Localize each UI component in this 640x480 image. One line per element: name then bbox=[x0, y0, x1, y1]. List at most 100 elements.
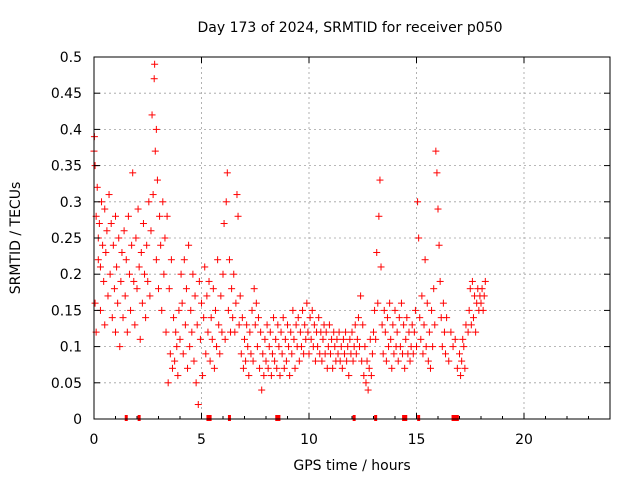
zero-marker bbox=[137, 415, 141, 421]
data-point bbox=[340, 350, 348, 358]
data-point bbox=[128, 241, 136, 249]
data-point bbox=[117, 277, 125, 285]
y-axis-ticks: 0 0.05 0.1 0.15 0.2 0.25 0.3 0.35 0.4 0.45 0.5 bbox=[51, 50, 610, 428]
data-point bbox=[136, 335, 144, 343]
data-point bbox=[158, 306, 166, 314]
data-point bbox=[468, 277, 476, 285]
data-point bbox=[394, 357, 402, 365]
x-axis-label: GPS time / hours bbox=[293, 458, 410, 474]
data-point bbox=[422, 343, 430, 351]
data-point bbox=[125, 270, 133, 278]
data-point bbox=[176, 335, 184, 343]
plot-frame bbox=[93, 56, 611, 420]
data-point bbox=[106, 270, 114, 278]
y-tick-label: 0.4 bbox=[60, 122, 82, 138]
data-point bbox=[400, 321, 408, 329]
data-point bbox=[199, 372, 207, 380]
data-point bbox=[192, 379, 200, 387]
data-point bbox=[421, 256, 429, 264]
data-point bbox=[113, 263, 121, 271]
data-point bbox=[297, 343, 305, 351]
data-point bbox=[112, 328, 119, 336]
data-point bbox=[172, 328, 180, 336]
data-point bbox=[181, 321, 189, 329]
data-point bbox=[306, 314, 314, 322]
data-point bbox=[305, 350, 313, 358]
data-point bbox=[246, 328, 254, 336]
data-point bbox=[287, 328, 295, 336]
data-point bbox=[376, 176, 384, 184]
y-tick-label: 0 bbox=[73, 412, 82, 428]
data-point bbox=[424, 357, 432, 365]
data-point bbox=[206, 357, 214, 365]
data-point bbox=[329, 364, 337, 372]
data-point bbox=[124, 212, 132, 220]
data-point bbox=[216, 350, 224, 358]
data-point bbox=[303, 299, 311, 307]
data-point bbox=[202, 350, 210, 358]
data-point bbox=[275, 343, 283, 351]
zero-marker bbox=[451, 415, 455, 421]
data-point bbox=[379, 350, 387, 358]
data-point bbox=[175, 306, 183, 314]
data-point bbox=[387, 335, 395, 343]
data-point bbox=[295, 357, 303, 365]
data-point bbox=[152, 125, 160, 133]
data-point bbox=[478, 285, 486, 293]
data-point bbox=[184, 364, 192, 372]
data-point bbox=[198, 299, 205, 307]
data-point bbox=[324, 343, 332, 351]
data-point bbox=[165, 285, 173, 293]
data-point bbox=[373, 248, 381, 256]
y-tick-label: 0.35 bbox=[51, 159, 82, 175]
data-point bbox=[180, 256, 188, 264]
data-point bbox=[147, 227, 155, 235]
data-point bbox=[292, 321, 300, 329]
data-point bbox=[170, 314, 178, 322]
y-tick-label: 0.25 bbox=[51, 231, 82, 247]
data-point bbox=[308, 306, 316, 314]
data-point bbox=[339, 335, 347, 343]
data-point bbox=[221, 335, 229, 343]
zero-marker bbox=[277, 415, 281, 421]
data-point bbox=[149, 191, 157, 199]
data-point bbox=[415, 234, 423, 242]
data-point bbox=[101, 321, 109, 329]
data-point bbox=[390, 350, 398, 358]
data-point bbox=[314, 343, 322, 351]
data-point bbox=[177, 270, 185, 278]
data-point bbox=[429, 343, 437, 351]
data-point bbox=[114, 299, 122, 307]
zero-marker bbox=[227, 415, 231, 421]
data-point bbox=[152, 256, 160, 264]
data-point bbox=[464, 328, 472, 336]
data-point bbox=[209, 285, 217, 293]
data-point bbox=[346, 335, 354, 343]
data-point bbox=[367, 372, 375, 380]
data-point bbox=[256, 364, 264, 372]
data-point bbox=[245, 372, 253, 380]
data-point bbox=[445, 357, 453, 365]
data-point bbox=[223, 169, 231, 177]
data-point bbox=[93, 183, 101, 191]
data-point bbox=[353, 335, 361, 343]
data-point bbox=[282, 357, 290, 365]
data-point bbox=[101, 205, 109, 213]
data-point bbox=[159, 198, 167, 206]
data-point bbox=[406, 357, 414, 365]
data-point bbox=[233, 191, 241, 199]
data-point bbox=[268, 350, 276, 358]
data-point bbox=[253, 343, 261, 351]
data-point bbox=[402, 335, 410, 343]
data-point bbox=[274, 321, 282, 329]
data-point bbox=[336, 357, 344, 365]
data-point bbox=[142, 314, 150, 322]
data-point bbox=[252, 299, 260, 307]
data-point bbox=[315, 314, 323, 322]
data-point bbox=[109, 241, 117, 249]
data-point bbox=[396, 343, 404, 351]
data-point bbox=[102, 248, 110, 256]
data-point bbox=[196, 335, 204, 343]
data-point bbox=[166, 350, 174, 358]
x-tick-label: 5 bbox=[197, 432, 206, 448]
